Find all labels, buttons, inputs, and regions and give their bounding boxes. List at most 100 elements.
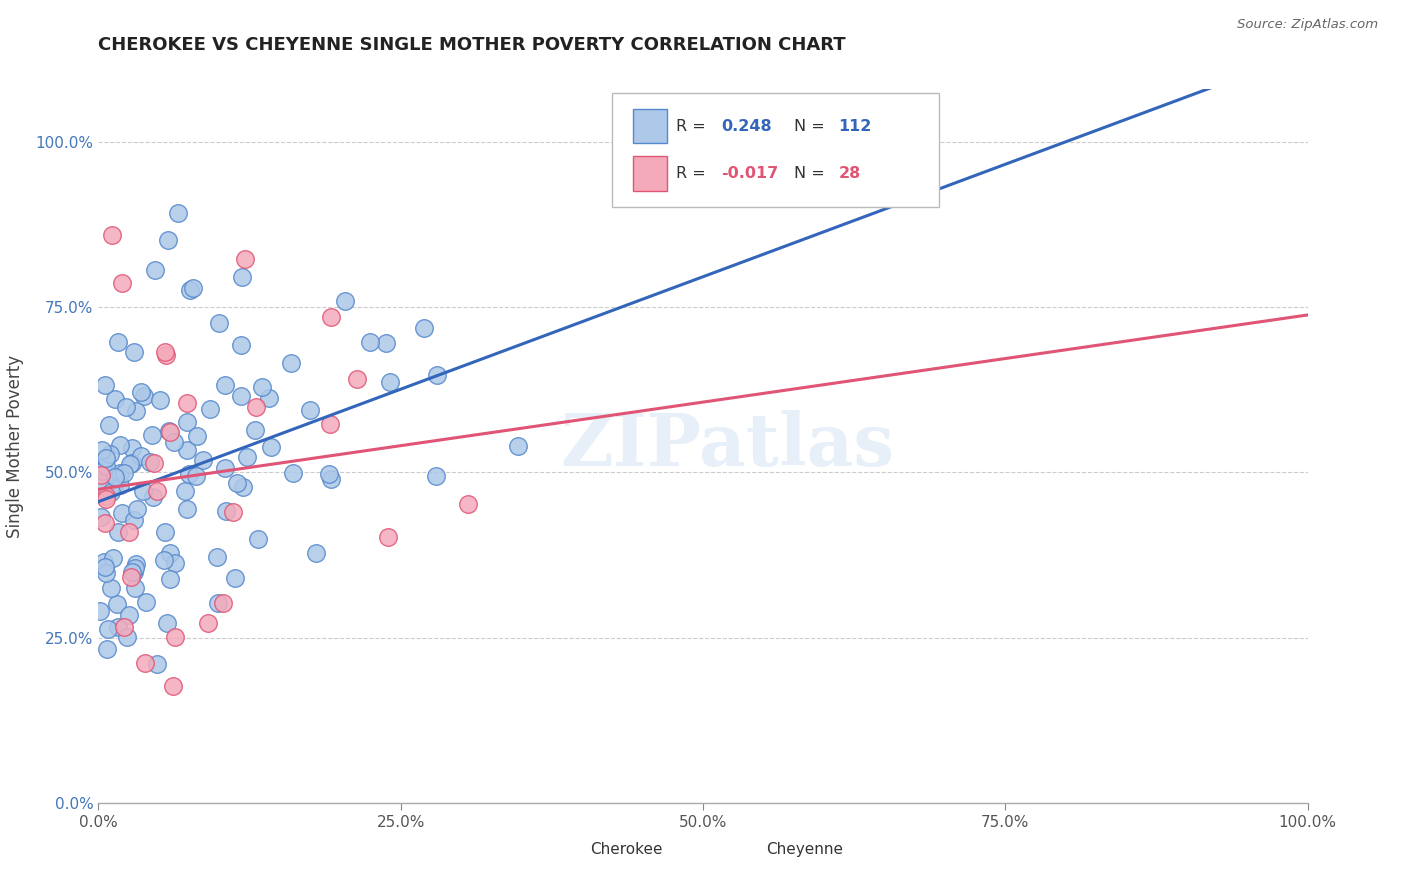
Text: CHEROKEE VS CHEYENNE SINGLE MOTHER POVERTY CORRELATION CHART: CHEROKEE VS CHEYENNE SINGLE MOTHER POVER…	[98, 36, 846, 54]
FancyBboxPatch shape	[734, 837, 759, 862]
Point	[121, 442, 143, 456]
Point	[229, 389, 252, 403]
Text: Cheyenne: Cheyenne	[766, 842, 842, 856]
Point	[98, 447, 121, 461]
Point	[90, 443, 112, 458]
Point	[104, 475, 127, 490]
Point	[247, 532, 270, 546]
Point	[104, 470, 127, 484]
FancyBboxPatch shape	[613, 93, 939, 207]
Point	[155, 345, 177, 359]
Text: Source: ZipAtlas.com: Source: ZipAtlas.com	[1237, 18, 1378, 31]
Point	[118, 524, 141, 539]
Point	[100, 485, 122, 500]
Point	[177, 467, 200, 482]
Point	[281, 466, 304, 480]
Point	[153, 553, 176, 567]
Point	[174, 483, 197, 498]
Point	[90, 479, 112, 493]
Point	[108, 478, 131, 492]
Point	[96, 641, 118, 656]
Point	[426, 368, 449, 383]
Text: Cherokee: Cherokee	[591, 842, 664, 856]
Point	[94, 459, 117, 474]
Point	[93, 556, 115, 570]
Point	[104, 392, 127, 406]
Point	[94, 491, 117, 506]
Point	[163, 434, 186, 449]
Point	[125, 404, 148, 418]
Point	[107, 524, 129, 539]
Point	[98, 417, 121, 432]
Point	[94, 560, 117, 574]
Point	[236, 450, 259, 464]
Point	[159, 424, 181, 438]
Point	[96, 450, 118, 465]
Point	[229, 338, 252, 352]
Point	[205, 549, 228, 564]
Point	[100, 581, 122, 595]
Point	[214, 378, 236, 392]
Point	[207, 596, 229, 610]
Point	[377, 530, 399, 544]
Point	[457, 497, 479, 511]
Point	[108, 466, 131, 480]
Text: 28: 28	[838, 166, 860, 181]
Point	[101, 550, 124, 565]
Point	[208, 316, 231, 330]
Point	[155, 348, 177, 362]
Point	[333, 294, 356, 309]
Point	[413, 321, 436, 335]
Point	[117, 631, 139, 645]
Point	[134, 656, 156, 670]
Point	[215, 504, 238, 518]
Point	[127, 502, 149, 516]
Point	[94, 378, 117, 392]
Point	[232, 480, 254, 494]
Point	[143, 263, 166, 277]
Point	[129, 449, 152, 463]
Point	[250, 380, 273, 394]
Point	[186, 429, 208, 443]
Point	[298, 403, 321, 417]
Point	[89, 604, 111, 618]
Point	[506, 439, 529, 453]
Point	[159, 572, 181, 586]
Point	[143, 456, 166, 470]
Text: R =: R =	[676, 119, 711, 134]
Point	[305, 546, 328, 560]
Point	[243, 423, 266, 437]
Point	[107, 335, 129, 350]
Point	[197, 615, 219, 630]
Point	[91, 459, 114, 474]
Point	[260, 440, 283, 454]
Point	[159, 546, 181, 560]
Point	[112, 466, 135, 480]
Point	[121, 456, 143, 470]
Text: 0.248: 0.248	[721, 119, 772, 134]
Point	[198, 401, 221, 416]
Point	[214, 461, 236, 475]
Point	[120, 457, 142, 471]
Point	[163, 556, 186, 570]
Point	[375, 335, 398, 350]
Point	[176, 395, 198, 409]
Point	[378, 376, 401, 390]
Point	[319, 417, 342, 431]
Point	[135, 595, 157, 609]
Point	[107, 620, 129, 634]
Point	[118, 607, 141, 622]
Point	[121, 565, 143, 579]
Point	[108, 438, 131, 452]
Point	[115, 400, 138, 414]
Text: ZIPatlas: ZIPatlas	[560, 410, 894, 482]
Text: N =: N =	[793, 119, 830, 134]
Point	[346, 372, 368, 386]
Point	[91, 463, 114, 477]
Point	[89, 460, 111, 475]
Point	[97, 622, 120, 636]
Point	[186, 469, 208, 483]
Text: N =: N =	[793, 166, 830, 181]
Point	[141, 428, 163, 442]
Point	[165, 631, 187, 645]
